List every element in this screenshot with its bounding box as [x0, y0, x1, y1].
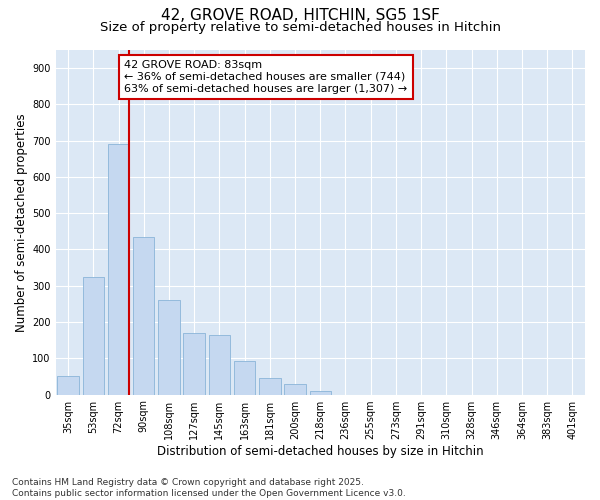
X-axis label: Distribution of semi-detached houses by size in Hitchin: Distribution of semi-detached houses by … — [157, 444, 484, 458]
Bar — [158, 300, 180, 394]
Text: 42, GROVE ROAD, HITCHIN, SG5 1SF: 42, GROVE ROAD, HITCHIN, SG5 1SF — [161, 8, 439, 22]
Bar — [83, 276, 104, 394]
Text: 42 GROVE ROAD: 83sqm
← 36% of semi-detached houses are smaller (744)
63% of semi: 42 GROVE ROAD: 83sqm ← 36% of semi-detac… — [124, 60, 407, 94]
Bar — [108, 144, 129, 394]
Bar — [133, 237, 154, 394]
Bar — [234, 361, 256, 394]
Bar — [310, 391, 331, 394]
Bar — [259, 378, 281, 394]
Bar — [184, 333, 205, 394]
Bar — [209, 334, 230, 394]
Text: Contains HM Land Registry data © Crown copyright and database right 2025.
Contai: Contains HM Land Registry data © Crown c… — [12, 478, 406, 498]
Y-axis label: Number of semi-detached properties: Number of semi-detached properties — [15, 113, 28, 332]
Text: Size of property relative to semi-detached houses in Hitchin: Size of property relative to semi-detach… — [100, 21, 500, 34]
Bar — [284, 384, 306, 394]
Bar — [58, 376, 79, 394]
